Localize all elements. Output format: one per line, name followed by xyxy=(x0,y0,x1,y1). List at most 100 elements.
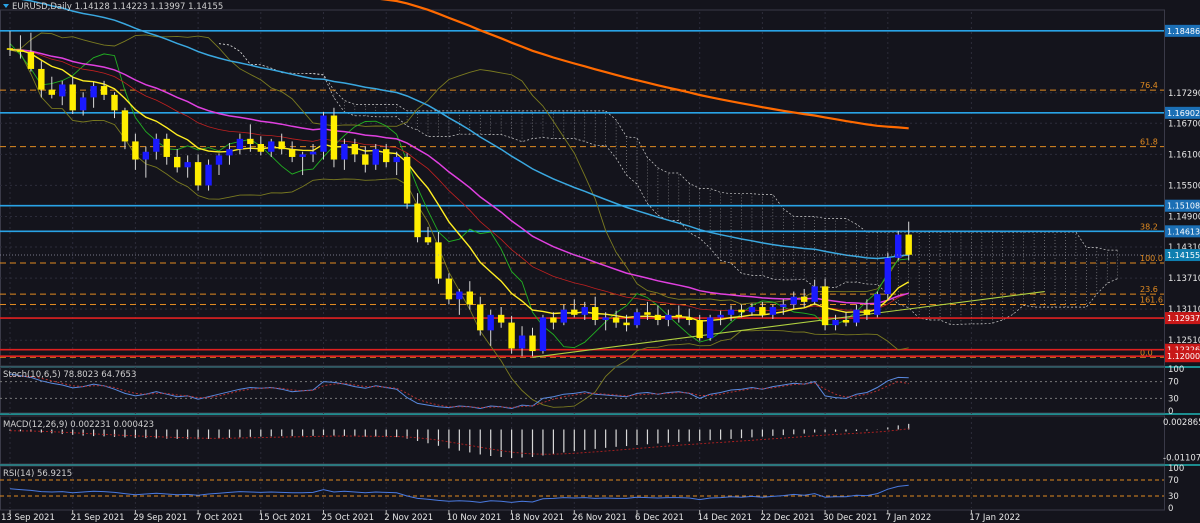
candle-body[interactable] xyxy=(550,317,557,323)
candle-body[interactable] xyxy=(288,149,296,157)
candle-body[interactable] xyxy=(299,154,306,157)
candle-body[interactable] xyxy=(738,309,745,313)
candle-body[interactable] xyxy=(895,234,902,258)
candle-body[interactable] xyxy=(59,84,66,97)
stochastic-panel[interactable]: 100 70 30 0 xyxy=(0,365,1184,417)
candle-body[interactable] xyxy=(247,138,254,144)
trend-line[interactable] xyxy=(532,290,1045,358)
candle-body[interactable] xyxy=(717,314,724,318)
candle-body[interactable] xyxy=(121,110,129,142)
candle-body[interactable] xyxy=(341,144,348,160)
candle-body[interactable] xyxy=(383,149,390,163)
candle-body[interactable] xyxy=(466,291,473,305)
candle-body[interactable] xyxy=(132,141,139,160)
candle-body[interactable] xyxy=(174,156,181,168)
candle-body[interactable] xyxy=(612,317,620,323)
candle-body[interactable] xyxy=(278,141,285,150)
candle-body[interactable] xyxy=(435,242,442,279)
candle-body[interactable] xyxy=(372,149,379,165)
candle-body[interactable] xyxy=(194,162,202,186)
candle-body[interactable] xyxy=(602,317,609,320)
candle-body[interactable] xyxy=(529,335,536,352)
candle-body[interactable] xyxy=(487,314,494,331)
candle-body[interactable] xyxy=(863,309,871,315)
candle-body[interactable] xyxy=(309,151,317,155)
candle-body[interactable] xyxy=(592,307,599,320)
candle-body[interactable] xyxy=(257,144,264,152)
candle-body[interactable] xyxy=(853,309,860,323)
candle-body[interactable] xyxy=(905,234,912,255)
candle-body[interactable] xyxy=(508,322,515,349)
collapse-arrow-icon[interactable] xyxy=(3,4,9,8)
candle-body[interactable] xyxy=(153,138,160,152)
rsi-panel[interactable]: 100 70 30 0 xyxy=(0,464,1184,514)
candle-body[interactable] xyxy=(90,86,97,98)
rsi-tick-label: 70 xyxy=(1168,476,1179,486)
candle-body[interactable] xyxy=(362,154,369,165)
candle-body[interactable] xyxy=(884,257,891,295)
candle-body[interactable] xyxy=(727,309,735,315)
candle-body[interactable] xyxy=(215,155,223,165)
candle-body[interactable] xyxy=(226,149,233,156)
candle-body[interactable] xyxy=(48,89,55,95)
candle-body[interactable] xyxy=(414,203,421,238)
candle-body[interactable] xyxy=(571,309,578,315)
candle-body[interactable] xyxy=(811,286,818,302)
candle-body[interactable] xyxy=(748,307,756,313)
candle-body[interactable] xyxy=(456,291,463,300)
price-panel[interactable]: 1.17290 1.16700 1.16100 1.15500 1.14900 1.143… xyxy=(0,0,1200,508)
candle-body[interactable] xyxy=(518,335,526,349)
price-tick-label: 1.13710 xyxy=(1168,274,1200,284)
candle-body[interactable] xyxy=(27,51,35,69)
candle-body[interactable] xyxy=(696,320,703,339)
price-tick-label: 1.17290 xyxy=(1168,89,1200,99)
candle-body[interactable] xyxy=(497,314,505,323)
macd-panel[interactable]: 0.002865 -0.011073 xyxy=(0,415,1200,465)
candle-body[interactable] xyxy=(539,317,547,352)
candle-body[interactable] xyxy=(424,237,432,243)
candle-body[interactable] xyxy=(801,296,808,302)
candle-body[interactable] xyxy=(351,144,359,155)
candle-body[interactable] xyxy=(560,309,568,323)
candle-body[interactable] xyxy=(477,304,484,331)
candle-body[interactable] xyxy=(38,68,45,90)
candle-body[interactable] xyxy=(686,317,693,320)
candle-body[interactable] xyxy=(675,314,682,318)
candle-body[interactable] xyxy=(821,286,829,326)
candle-body[interactable] xyxy=(393,156,400,163)
candle-body[interactable] xyxy=(142,151,150,160)
stoch-signal-line xyxy=(9,375,909,409)
candle-body[interactable] xyxy=(706,317,714,339)
candle-body[interactable] xyxy=(320,115,327,152)
candle-body[interactable] xyxy=(330,115,338,160)
candle-body[interactable] xyxy=(184,162,191,168)
candle-body[interactable] xyxy=(644,312,651,315)
candle-body[interactable] xyxy=(236,138,244,150)
candle-body[interactable] xyxy=(665,314,672,320)
candle-body[interactable] xyxy=(111,94,118,111)
candle-body[interactable] xyxy=(832,320,839,326)
candle-body[interactable] xyxy=(445,278,453,300)
candle-body[interactable] xyxy=(163,138,170,157)
candle-body[interactable] xyxy=(268,141,275,152)
candle-body[interactable] xyxy=(403,156,411,204)
candle-body[interactable] xyxy=(633,312,641,326)
candle-body[interactable] xyxy=(623,322,630,326)
candle-body[interactable] xyxy=(759,307,766,315)
candle-body[interactable] xyxy=(654,314,662,320)
candle-body[interactable] xyxy=(874,294,881,315)
candle-body[interactable] xyxy=(79,97,87,111)
candle-body[interactable] xyxy=(769,307,777,315)
candle-body[interactable] xyxy=(790,296,797,305)
candle-body[interactable] xyxy=(6,48,14,50)
candle-body[interactable] xyxy=(100,86,108,95)
candle-body[interactable] xyxy=(581,307,588,315)
candle-body[interactable] xyxy=(842,320,850,323)
candle-body[interactable] xyxy=(780,304,787,308)
candle-body[interactable] xyxy=(69,84,76,111)
date-tick-label: 30 Dec 2021 xyxy=(823,513,877,523)
candle-body[interactable] xyxy=(17,49,24,52)
panel-frame xyxy=(0,465,1165,511)
candle-body[interactable] xyxy=(205,164,212,186)
